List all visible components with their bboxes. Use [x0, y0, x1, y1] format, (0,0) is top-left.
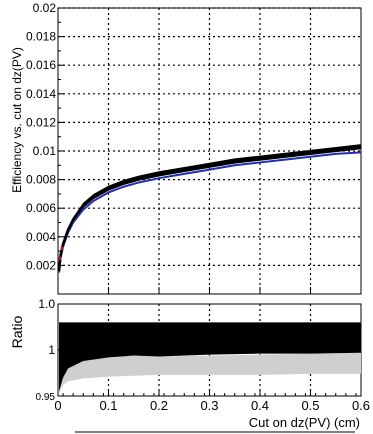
top-y-axis-ticks: 0.02 0.018 0.016 0.014 0.012 0.01 0.008 0.006 0.…: [26, 1, 362, 294]
bottom-x-tick-label: 0.2: [150, 398, 168, 413]
top-y-tick-label: 0.018: [26, 30, 56, 44]
top-y-tick-label: 0.004: [26, 230, 56, 244]
x-axis-label: Cut on dz(PV) (cm): [249, 415, 360, 430]
top-series-red-marker: [58, 256, 62, 260]
top-y-tick-label: 0.006: [26, 201, 56, 215]
bottom-gray-band-area: [59, 351, 361, 394]
top-y-tick-label: 0.002: [26, 258, 56, 272]
top-series-lines: [57, 145, 362, 273]
top-series-red-marker: [60, 246, 64, 250]
bottom-black-band: [59, 322, 361, 392]
bottom-y-tick-label: 0.95: [36, 392, 56, 403]
bottom-x-tick-label: 0.6: [352, 398, 370, 413]
top-series-black-line: [57, 145, 362, 272]
top-y-tick-label: 0.012: [26, 115, 56, 129]
top-y-tick-label: 0.02: [33, 1, 57, 15]
bottom-y-axis-label: Ratio: [9, 315, 25, 348]
bottom-gray-band: [59, 351, 361, 394]
top-y-tick-label: 0.008: [26, 173, 56, 187]
top-y-tick-label: 0.01: [33, 144, 57, 158]
top-y-axis-label: Efficiency vs. cut on dz(PV): [10, 47, 24, 193]
top-grid: [58, 7, 361, 294]
bottom-x-tick-label: 0: [54, 398, 61, 413]
bottom-x-tick-label: 0.3: [200, 398, 218, 413]
bottom-x-tick-label: 0.4: [251, 398, 269, 413]
bottom-x-axis-ticks: 0 0.1 0.2 0.3 0.4 0.5 0.6: [54, 389, 370, 413]
bottom-x-tick-label: 0.1: [99, 398, 117, 413]
top-y-tick-label: 0.014: [26, 87, 56, 101]
bottom-y-tick-label: 1.0: [38, 297, 55, 311]
bottom-x-tick-label: 0.5: [301, 398, 319, 413]
bottom-y-axis-ticks: 1.0 1 0.95: [36, 297, 64, 403]
bottom-y-tick-label: 1: [48, 343, 55, 357]
bottom-black-band-area: [59, 322, 361, 392]
top-y-tick-label: 0.016: [26, 58, 56, 72]
